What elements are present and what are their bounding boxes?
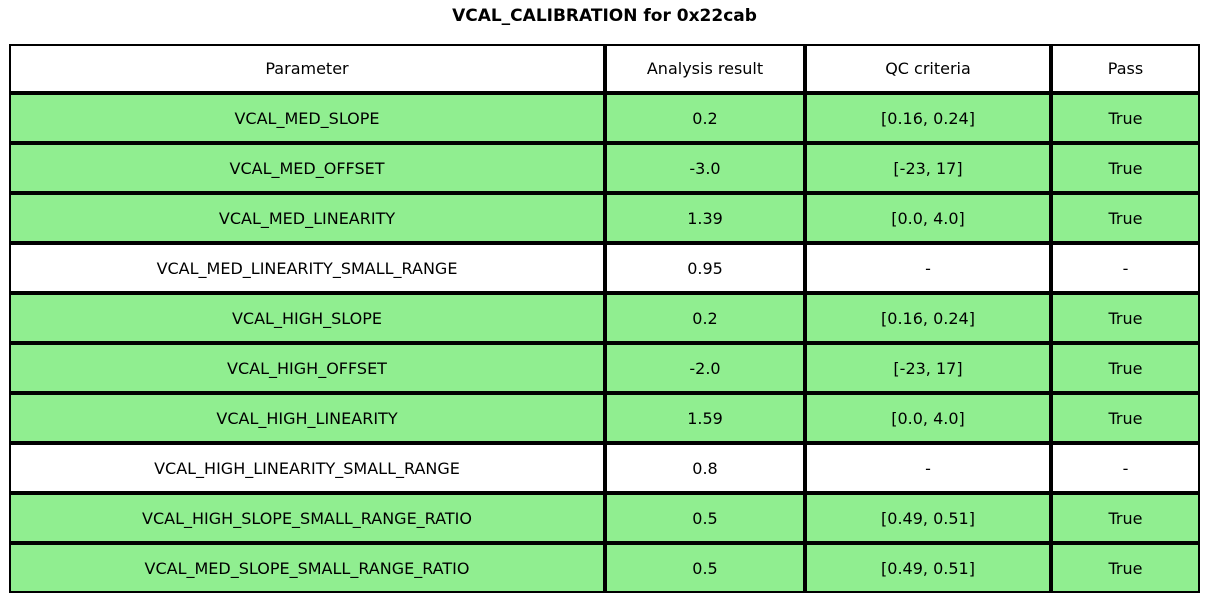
parameter-cell: VCAL_MED_OFFSET <box>9 143 605 193</box>
qc-criteria-cell: [0.16, 0.24] <box>805 93 1051 143</box>
qc-criteria-cell: - <box>805 443 1051 493</box>
parameter-cell: VCAL_MED_LINEARITY <box>9 193 605 243</box>
parameter-cell: VCAL_HIGH_SLOPE <box>9 293 605 343</box>
table-row: VCAL_MED_SLOPE 0.2 [0.16, 0.24] True <box>9 93 1200 143</box>
result-cell: -2.0 <box>605 343 805 393</box>
result-cell: 0.8 <box>605 443 805 493</box>
header-parameter: Parameter <box>9 44 605 93</box>
result-cell: 1.39 <box>605 193 805 243</box>
pass-cell: True <box>1051 493 1200 543</box>
pass-cell: True <box>1051 143 1200 193</box>
parameter-cell: VCAL_HIGH_OFFSET <box>9 343 605 393</box>
qc-criteria-cell: [0.49, 0.51] <box>805 543 1051 593</box>
pass-cell: True <box>1051 543 1200 593</box>
table-row: VCAL_MED_SLOPE_SMALL_RANGE_RATIO 0.5 [0.… <box>9 543 1200 593</box>
header-qc-criteria: QC criteria <box>805 44 1051 93</box>
qc-criteria-cell: [0.49, 0.51] <box>805 493 1051 543</box>
table-row: VCAL_HIGH_SLOPE 0.2 [0.16, 0.24] True <box>9 293 1200 343</box>
qc-criteria-cell: [-23, 17] <box>805 343 1051 393</box>
parameter-cell: VCAL_MED_SLOPE <box>9 93 605 143</box>
pass-cell: True <box>1051 343 1200 393</box>
result-cell: 1.59 <box>605 393 805 443</box>
table-row: VCAL_HIGH_SLOPE_SMALL_RANGE_RATIO 0.5 [0… <box>9 493 1200 543</box>
table-row: VCAL_MED_LINEARITY_SMALL_RANGE 0.95 - - <box>9 243 1200 293</box>
parameter-cell: VCAL_HIGH_SLOPE_SMALL_RANGE_RATIO <box>9 493 605 543</box>
pass-cell: - <box>1051 243 1200 293</box>
table-row: VCAL_HIGH_LINEARITY 1.59 [0.0, 4.0] True <box>9 393 1200 443</box>
table-row: VCAL_MED_OFFSET -3.0 [-23, 17] True <box>9 143 1200 193</box>
parameter-cell: VCAL_HIGH_LINEARITY_SMALL_RANGE <box>9 443 605 493</box>
qc-criteria-cell: - <box>805 243 1051 293</box>
chart-title: VCAL_CALIBRATION for 0x22cab <box>452 6 757 26</box>
table-row: VCAL_HIGH_OFFSET -2.0 [-23, 17] True <box>9 343 1200 393</box>
result-cell: 0.95 <box>605 243 805 293</box>
result-cell: 0.5 <box>605 543 805 593</box>
qc-criteria-cell: [0.0, 4.0] <box>805 193 1051 243</box>
header-row: Parameter Analysis result QC criteria Pa… <box>9 44 1200 93</box>
pass-cell: True <box>1051 393 1200 443</box>
result-cell: 0.2 <box>605 293 805 343</box>
result-cell: 0.2 <box>605 93 805 143</box>
qc-criteria-cell: [0.16, 0.24] <box>805 293 1051 343</box>
header-pass: Pass <box>1051 44 1200 93</box>
parameter-cell: VCAL_MED_LINEARITY_SMALL_RANGE <box>9 243 605 293</box>
pass-cell: - <box>1051 443 1200 493</box>
pass-cell: True <box>1051 193 1200 243</box>
qc-criteria-cell: [-23, 17] <box>805 143 1051 193</box>
parameter-cell: VCAL_HIGH_LINEARITY <box>9 393 605 443</box>
result-cell: 0.5 <box>605 493 805 543</box>
pass-cell: True <box>1051 93 1200 143</box>
parameter-cell: VCAL_MED_SLOPE_SMALL_RANGE_RATIO <box>9 543 605 593</box>
table-row: VCAL_HIGH_LINEARITY_SMALL_RANGE 0.8 - - <box>9 443 1200 493</box>
qc-results-table: Parameter Analysis result QC criteria Pa… <box>9 44 1200 593</box>
header-analysis-result: Analysis result <box>605 44 805 93</box>
result-cell: -3.0 <box>605 143 805 193</box>
qc-criteria-cell: [0.0, 4.0] <box>805 393 1051 443</box>
pass-cell: True <box>1051 293 1200 343</box>
table-row: VCAL_MED_LINEARITY 1.39 [0.0, 4.0] True <box>9 193 1200 243</box>
